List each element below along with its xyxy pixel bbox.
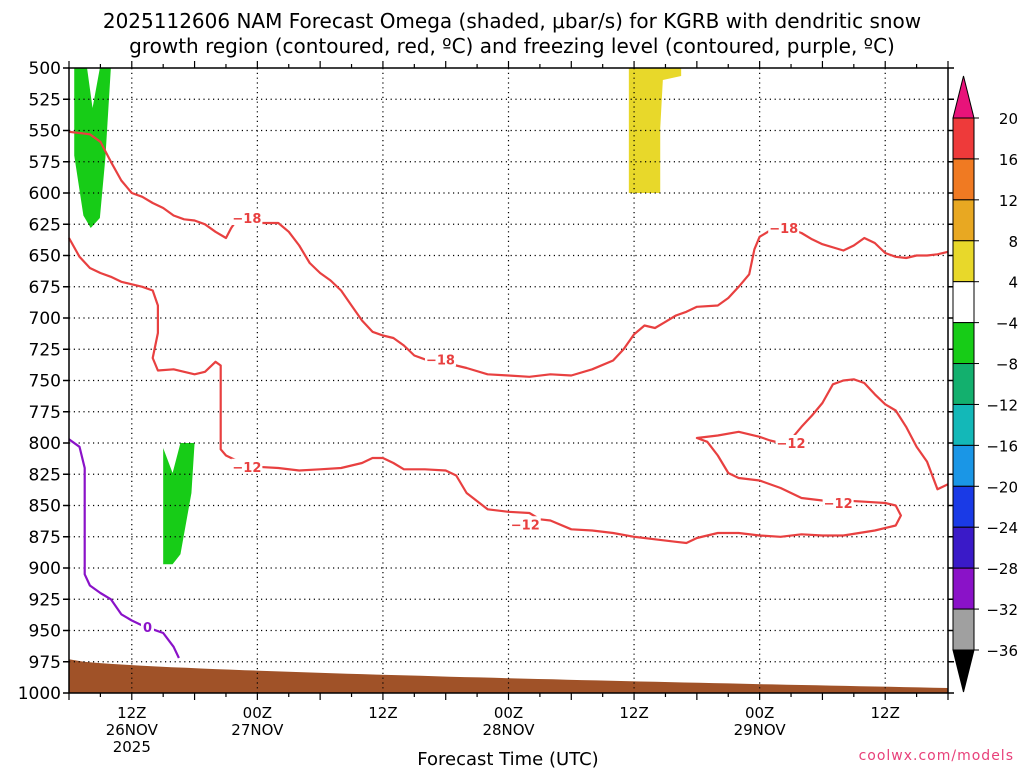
colorbar-label: −16 <box>986 437 1018 455</box>
contour-label: −12 <box>511 518 540 533</box>
contour-label-bg <box>231 210 263 225</box>
y-tick-label: 975 <box>29 653 61 673</box>
x-tick-label: 27NOV <box>231 721 284 739</box>
colorbar-label: 4 <box>1008 274 1018 292</box>
y-tick-label: 875 <box>29 528 61 548</box>
colorbar-label: −32 <box>986 601 1018 619</box>
contour-label: −18 <box>769 222 798 237</box>
omega-region <box>163 443 195 565</box>
y-tick-label: 950 <box>29 622 61 642</box>
colorbar-extend-top <box>952 75 975 119</box>
x-tick-label: 00Z <box>243 704 272 722</box>
colorbar-label: −24 <box>986 519 1018 537</box>
y-tick-label: 750 <box>29 372 61 392</box>
colorbar-segment <box>952 567 975 610</box>
colorbar-segment <box>952 485 975 528</box>
x-tick-label: 2025 <box>113 738 151 756</box>
contour-label-bg <box>768 220 800 235</box>
contour-label-bg <box>509 516 541 532</box>
colorbar-label: 12 <box>999 192 1018 210</box>
colorbar-label: 16 <box>999 151 1018 169</box>
y-tick-label: 650 <box>29 247 61 267</box>
y-axis-ticks: 500 525 550 575 600 625 650 675 700 725 750 775 800 8… <box>18 59 954 704</box>
colorbar: 20 16 12 8 4 −4 −8 −12 −16 −20 −24 −28 −32 −36 <box>952 75 1018 693</box>
contour-label-bg <box>231 458 263 474</box>
colorbar-segment <box>952 403 975 446</box>
colorbar-segment <box>952 608 975 651</box>
x-tick-label: 12Z <box>871 704 900 722</box>
y-tick-label: 675 <box>29 278 61 298</box>
y-tick-label: 525 <box>29 90 61 110</box>
y-tick-label: 775 <box>29 403 61 423</box>
contour-label: −18 <box>426 353 455 368</box>
colorbar-extend-bottom <box>952 649 975 693</box>
contour-label-bg <box>424 351 456 367</box>
colorbar-segment <box>952 117 975 160</box>
y-tick-label: 700 <box>29 309 61 329</box>
y-tick-label: 575 <box>29 153 61 173</box>
contour-label-bg <box>775 435 807 450</box>
colorbar-segment <box>952 240 975 283</box>
y-tick-label: 925 <box>29 590 61 610</box>
contour-label: −18 <box>232 212 261 227</box>
colorbar-label: 20 <box>999 110 1018 128</box>
contour-label: 0 <box>143 621 152 636</box>
credit-text: coolwx.com/models <box>859 748 1014 764</box>
x-tick-label: 28NOV <box>482 721 535 739</box>
x-tick-label: 12Z <box>619 704 648 722</box>
y-tick-label: 600 <box>29 184 61 204</box>
chart-title-line1: 2025112606 NAM Forecast Omega (shaded, μ… <box>103 9 921 33</box>
colorbar-label: −36 <box>986 642 1018 660</box>
colorbar-segment <box>952 281 975 324</box>
contour-label: −12 <box>232 461 261 476</box>
colorbar-label: −4 <box>996 315 1018 333</box>
colorbar-segment <box>952 526 975 569</box>
omega-region <box>74 68 111 228</box>
omega-shading-layer <box>74 68 682 565</box>
x-tick-label: 00Z <box>745 704 774 722</box>
grid-layer <box>69 68 948 693</box>
contour-line <box>68 438 180 659</box>
x-tick-label: 00Z <box>494 704 523 722</box>
y-tick-label: 550 <box>29 122 61 142</box>
contour-label: −12 <box>777 437 806 452</box>
x-axis-label: Forecast Time (UTC) <box>417 749 598 768</box>
contour-line <box>68 130 949 378</box>
colorbar-label: −20 <box>986 478 1018 496</box>
contour-label-bg <box>140 618 154 634</box>
colorbar-label: −8 <box>996 356 1018 374</box>
colorbar-label: 8 <box>1008 233 1018 251</box>
chart-title-line2: growth region (contoured, red, ºC) and f… <box>129 34 895 58</box>
colorbar-segment <box>952 158 975 201</box>
x-tick-label: 12Z <box>368 704 397 722</box>
terrain-layer <box>69 659 948 693</box>
y-tick-label: 500 <box>29 59 61 79</box>
terrain-fill <box>69 659 948 693</box>
y-tick-label: 1000 <box>18 684 61 704</box>
y-tick-label: 725 <box>29 340 61 360</box>
y-tick-label: 850 <box>29 497 61 517</box>
y-tick-label: 625 <box>29 215 61 235</box>
y-tick-label: 825 <box>29 465 61 485</box>
colorbar-segment <box>952 444 975 487</box>
y-tick-label: 900 <box>29 559 61 579</box>
x-tick-label: 12Z <box>117 704 146 722</box>
colorbar-label: −12 <box>986 396 1018 414</box>
contour-label-layer: −18 −18 −18 −12 −12 −12 −12 0 <box>140 210 854 636</box>
contour-label-bg <box>822 495 854 510</box>
x-tick-label: 29NOV <box>734 721 787 739</box>
colorbar-segment <box>952 199 975 242</box>
x-tick-label: 26NOV <box>106 721 159 739</box>
contour-label: −12 <box>824 497 853 512</box>
colorbar-label: −28 <box>986 560 1018 578</box>
colorbar-segment <box>952 322 975 365</box>
colorbar-segment <box>952 363 975 405</box>
y-tick-label: 800 <box>29 434 61 454</box>
